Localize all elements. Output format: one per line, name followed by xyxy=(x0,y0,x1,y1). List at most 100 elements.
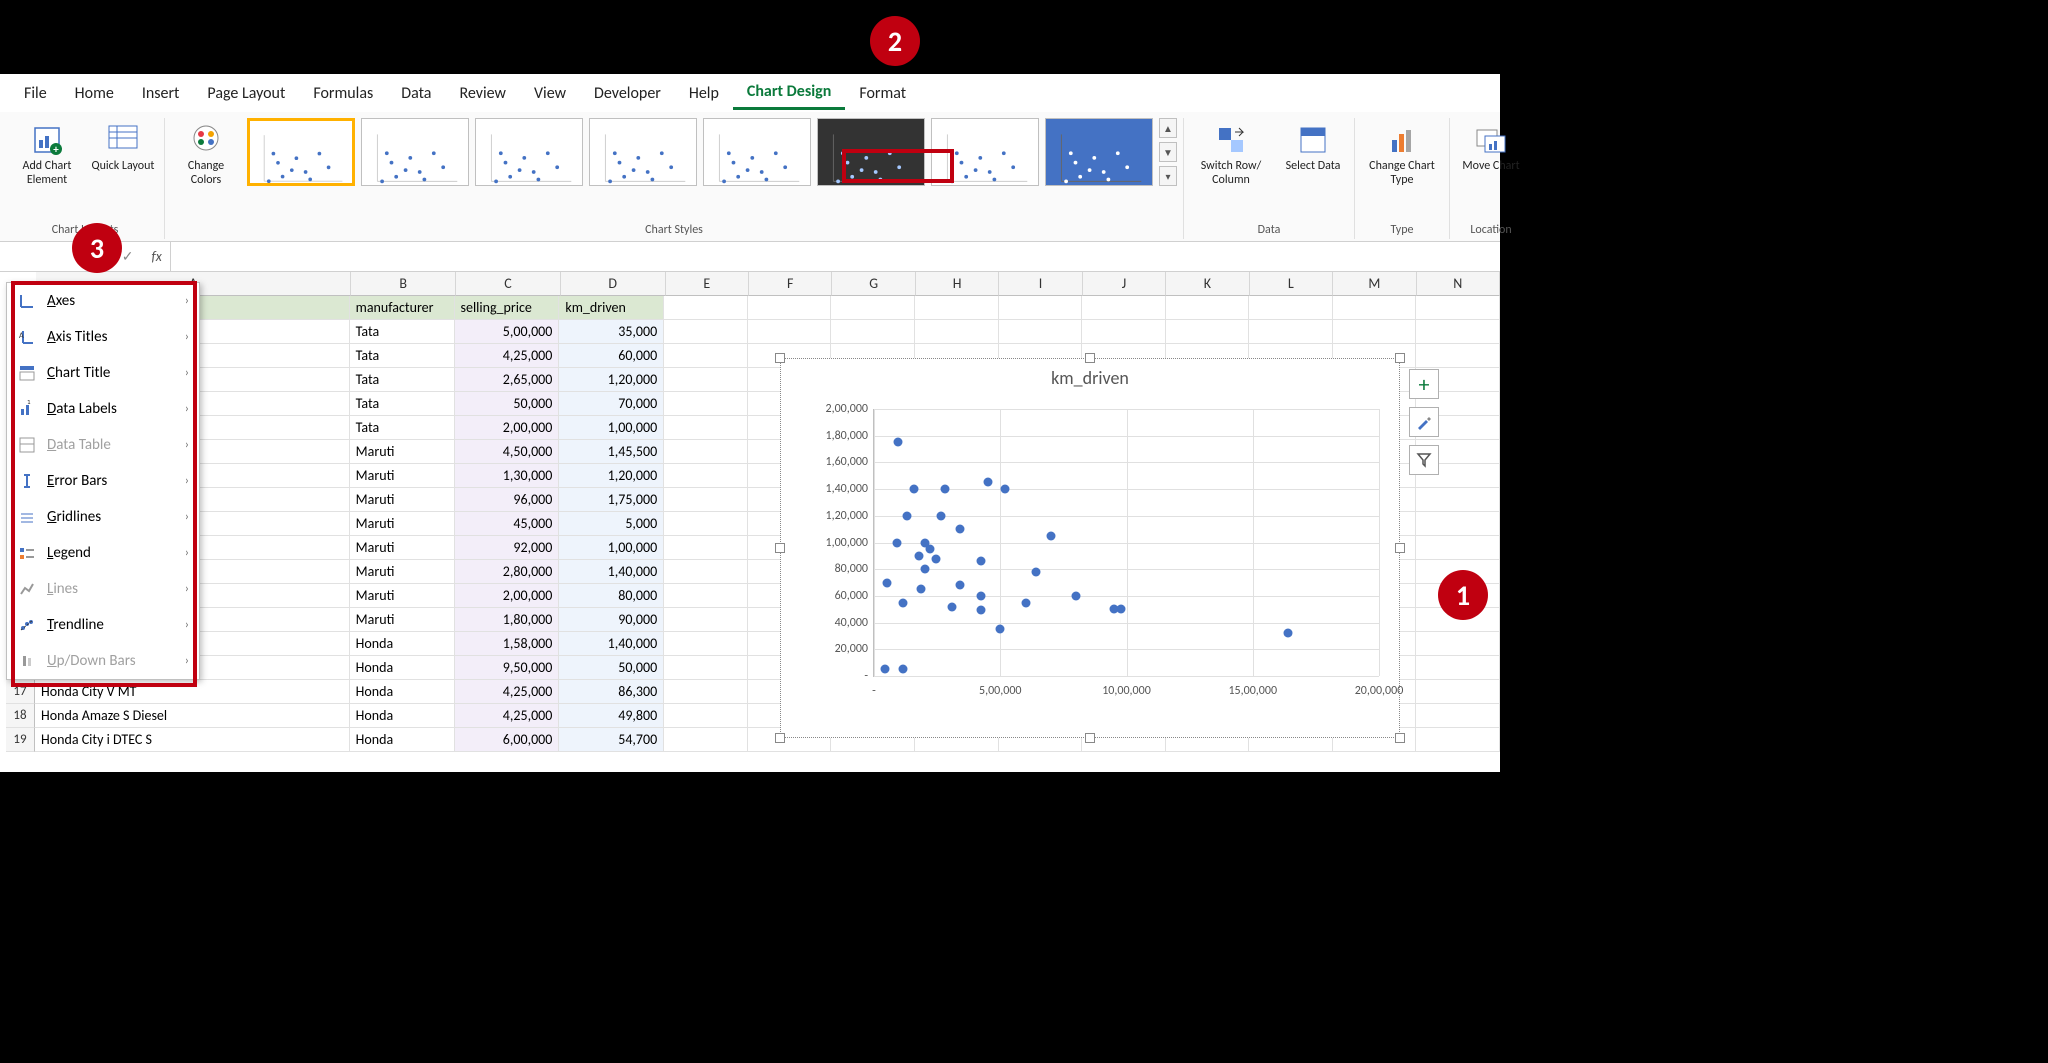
cell[interactable]: Maruti xyxy=(350,488,455,512)
cell[interactable]: Tata xyxy=(350,368,455,392)
data-point[interactable] xyxy=(902,511,911,520)
data-point[interactable] xyxy=(1031,567,1040,576)
cell[interactable] xyxy=(664,704,748,728)
column-header[interactable]: B xyxy=(351,272,456,296)
column-header[interactable]: J xyxy=(1083,272,1166,296)
change-colors-button[interactable]: Change Colors xyxy=(171,118,241,192)
cell[interactable] xyxy=(1416,632,1500,656)
cell[interactable]: 50,000 xyxy=(455,392,560,416)
cell[interactable] xyxy=(1166,296,1250,320)
menu-item-axis-titles[interactable]: AAxis Titles› xyxy=(7,319,199,355)
cell[interactable] xyxy=(999,320,1083,344)
quick-layout-button[interactable]: Quick Layout xyxy=(88,118,158,178)
data-point[interactable] xyxy=(899,665,908,674)
cell[interactable] xyxy=(1416,704,1500,728)
change-chart-type-button[interactable]: Change Chart Type xyxy=(1361,118,1443,192)
cell[interactable]: km_driven xyxy=(559,296,664,320)
tab-help[interactable]: Help xyxy=(675,78,733,109)
cell[interactable]: 4,25,000 xyxy=(455,680,560,704)
data-point[interactable] xyxy=(916,585,925,594)
cell[interactable]: Honda xyxy=(350,632,455,656)
cell[interactable]: Honda City i DTEC S xyxy=(35,728,350,752)
cell[interactable]: 70,000 xyxy=(559,392,664,416)
cell[interactable]: 2,80,000 xyxy=(455,560,560,584)
cell[interactable] xyxy=(664,512,748,536)
cell[interactable]: 1,20,000 xyxy=(559,464,664,488)
cell[interactable]: Honda xyxy=(350,656,455,680)
move-chart-button[interactable]: Move Chart xyxy=(1456,118,1526,178)
resize-handle[interactable] xyxy=(775,353,785,363)
data-point[interactable] xyxy=(1021,598,1030,607)
style-scroll-up[interactable]: ▲ xyxy=(1159,118,1177,138)
cell[interactable]: 6,00,000 xyxy=(455,728,560,752)
cell[interactable]: 92,000 xyxy=(455,536,560,560)
cell[interactable]: Maruti xyxy=(350,536,455,560)
column-header[interactable]: H xyxy=(916,272,999,296)
column-header[interactable]: F xyxy=(749,272,832,296)
cell[interactable]: Maruti xyxy=(350,464,455,488)
resize-handle[interactable] xyxy=(775,733,785,743)
cell[interactable] xyxy=(664,608,748,632)
data-point[interactable] xyxy=(899,598,908,607)
cell[interactable]: Tata xyxy=(350,416,455,440)
cell[interactable] xyxy=(664,632,748,656)
data-point[interactable] xyxy=(955,581,964,590)
cell[interactable]: Honda xyxy=(350,680,455,704)
data-point[interactable] xyxy=(894,438,903,447)
data-point[interactable] xyxy=(977,556,986,565)
cell[interactable]: Honda xyxy=(350,728,455,752)
chart-object[interactable]: km_driven -20,00040,00060,00080,0001,00,… xyxy=(780,358,1400,738)
cell[interactable]: 1,75,000 xyxy=(559,488,664,512)
cell[interactable]: 1,30,000 xyxy=(455,464,560,488)
row-header[interactable]: 18 xyxy=(6,704,35,728)
cell[interactable] xyxy=(831,320,915,344)
tab-home[interactable]: Home xyxy=(61,78,128,109)
cell[interactable]: Maruti xyxy=(350,512,455,536)
cell[interactable] xyxy=(748,320,832,344)
cell[interactable]: 80,000 xyxy=(559,584,664,608)
cell[interactable]: 49,800 xyxy=(559,704,664,728)
cell[interactable] xyxy=(999,296,1083,320)
data-point[interactable] xyxy=(983,477,992,486)
resize-handle[interactable] xyxy=(1395,543,1405,553)
cell[interactable]: 35,000 xyxy=(559,320,664,344)
column-header[interactable]: D xyxy=(561,272,666,296)
cell[interactable]: 2,65,000 xyxy=(455,368,560,392)
tab-file[interactable]: File xyxy=(10,78,61,109)
cell[interactable]: 1,40,000 xyxy=(559,632,664,656)
chart-plot-area[interactable]: -20,00040,00060,00080,0001,00,0001,20,00… xyxy=(873,409,1379,677)
data-point[interactable] xyxy=(909,485,918,494)
cell[interactable]: 2,00,000 xyxy=(455,416,560,440)
data-point[interactable] xyxy=(996,625,1005,634)
menu-item-error-bars[interactable]: Error Bars› xyxy=(7,463,199,499)
cell[interactable] xyxy=(664,296,748,320)
data-point[interactable] xyxy=(1072,591,1081,600)
cell[interactable] xyxy=(664,440,748,464)
data-point[interactable] xyxy=(936,511,945,520)
tab-insert[interactable]: Insert xyxy=(128,78,194,109)
cell[interactable] xyxy=(1416,512,1500,536)
column-header[interactable]: L xyxy=(1250,272,1333,296)
cell[interactable]: 1,00,000 xyxy=(559,536,664,560)
data-point[interactable] xyxy=(955,525,964,534)
data-point[interactable] xyxy=(920,565,929,574)
menu-item-chart-title[interactable]: Chart Title› xyxy=(7,355,199,391)
cell[interactable]: 1,58,000 xyxy=(455,632,560,656)
chart-style-thumb[interactable] xyxy=(247,118,355,186)
cell[interactable]: 4,25,000 xyxy=(455,704,560,728)
tab-view[interactable]: View xyxy=(520,78,580,109)
cell[interactable] xyxy=(664,344,748,368)
chart-title[interactable]: km_driven xyxy=(781,359,1399,393)
data-point[interactable] xyxy=(1001,485,1010,494)
data-point[interactable] xyxy=(915,551,924,560)
menu-item-trendline[interactable]: Trendline› xyxy=(7,607,199,643)
cell[interactable] xyxy=(664,392,748,416)
cell[interactable] xyxy=(831,296,915,320)
cell[interactable]: 4,25,000 xyxy=(455,344,560,368)
cell[interactable]: 5,000 xyxy=(559,512,664,536)
cell[interactable]: Honda City V MT xyxy=(35,680,350,704)
cell[interactable] xyxy=(1082,296,1166,320)
cell[interactable]: 5,00,000 xyxy=(455,320,560,344)
cell[interactable] xyxy=(1416,296,1500,320)
data-point[interactable] xyxy=(925,545,934,554)
